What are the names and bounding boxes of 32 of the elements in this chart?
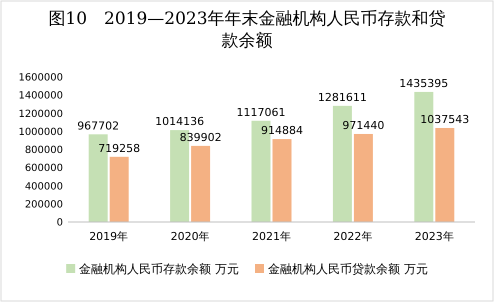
bar bbox=[435, 128, 454, 222]
legend-label: 金融机构人民币贷款余额 万元 bbox=[268, 262, 428, 276]
data-label: 1014136 bbox=[155, 115, 204, 128]
data-label: 1037543 bbox=[420, 112, 470, 126]
data-label: 1117061 bbox=[236, 106, 286, 119]
x-tick-label: 2020年 bbox=[170, 230, 210, 243]
data-label: 1281611 bbox=[318, 90, 367, 104]
bar bbox=[110, 156, 129, 222]
data-label: 914884 bbox=[261, 124, 303, 138]
data-label: 719258 bbox=[98, 142, 140, 155]
x-tick-label: 2021年 bbox=[252, 230, 291, 243]
x-tick-label: 2019年 bbox=[89, 230, 128, 243]
y-tick-label: 600000 bbox=[24, 163, 63, 174]
y-tick-label: 200000 bbox=[24, 199, 63, 210]
data-label: 1435395 bbox=[399, 76, 448, 90]
y-tick-label: 1600000 bbox=[18, 72, 63, 84]
legend-label: 金融机构人民币存款余额 万元 bbox=[79, 262, 239, 276]
data-label: 839902 bbox=[180, 130, 222, 144]
y-tick-label: 1000000 bbox=[18, 126, 63, 138]
chart-title: 图10 2019—2023年年末金融机构人民币存款和贷款余额 bbox=[48, 9, 446, 51]
y-tick-label: 1200000 bbox=[18, 108, 63, 120]
x-tick-label: 2022年 bbox=[333, 230, 372, 243]
bar bbox=[272, 139, 292, 222]
y-tick-label: 400000 bbox=[24, 181, 63, 192]
data-label: 967702 bbox=[77, 119, 120, 132]
y-tick-label: 1400000 bbox=[18, 90, 63, 102]
bar bbox=[354, 134, 373, 222]
data-label: 971440 bbox=[342, 118, 384, 132]
x-tick-label: 2023年 bbox=[414, 230, 454, 243]
y-tick-label: 800000 bbox=[24, 145, 63, 156]
bar bbox=[191, 146, 210, 222]
y-tick-label: 0 bbox=[56, 218, 63, 228]
